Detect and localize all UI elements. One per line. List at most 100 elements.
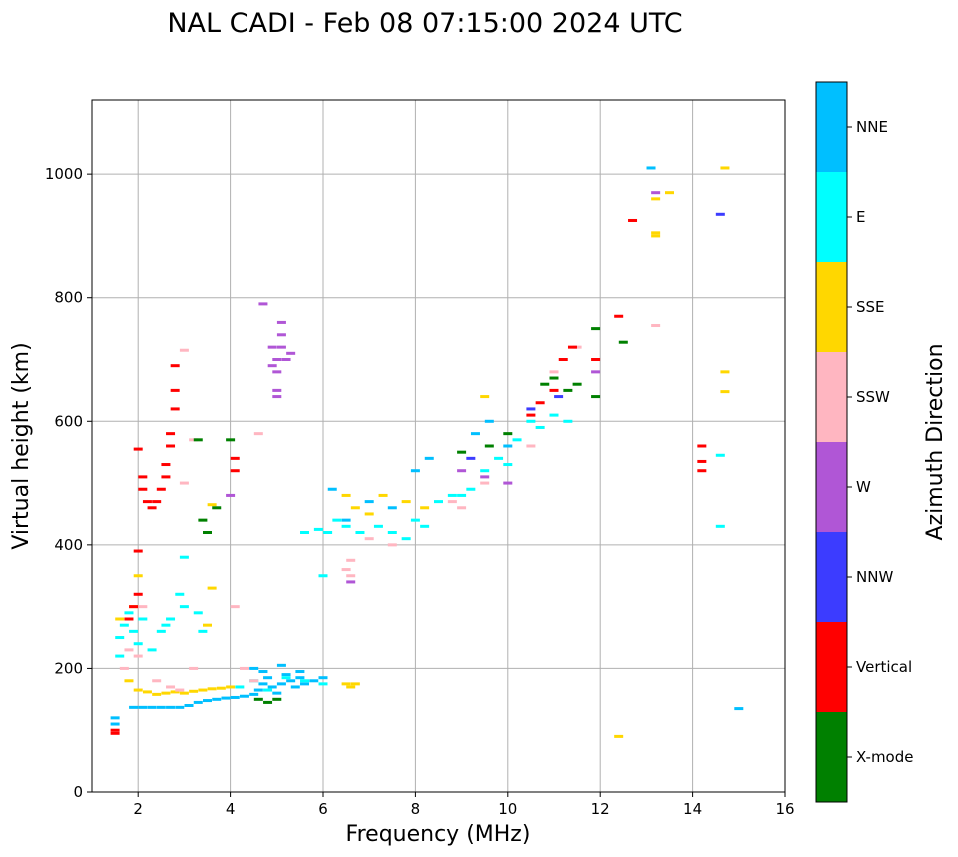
data-point [170, 407, 180, 411]
x-tick-label: 10 [498, 800, 517, 818]
data-point [226, 493, 236, 497]
data-point [267, 345, 277, 349]
data-point [355, 531, 365, 534]
data-point [480, 475, 490, 479]
y-axis-label: Virtual height (km) [9, 342, 34, 549]
data-point [480, 395, 490, 399]
data-point [567, 345, 577, 349]
colorbar-tick-label: NNW [856, 568, 893, 586]
data-point [447, 500, 457, 504]
data-point [207, 687, 217, 691]
colorbar-swatch-sse [816, 262, 847, 352]
data-point [152, 692, 162, 696]
data-point [110, 722, 120, 726]
data-point [281, 673, 291, 677]
data-point [720, 370, 730, 374]
data-point [263, 676, 273, 680]
x-tick-label: 2 [133, 800, 143, 818]
data-point [133, 642, 143, 646]
data-point [526, 444, 536, 448]
data-point [346, 580, 356, 584]
data-point [193, 611, 203, 615]
data-point [170, 690, 180, 694]
data-point [697, 444, 707, 448]
series-nnw [466, 212, 725, 460]
colorbar-tick-label: SSE [856, 298, 885, 316]
data-point [203, 531, 212, 534]
data-point [152, 679, 162, 683]
data-point [142, 500, 152, 504]
data-point [313, 527, 323, 531]
series-ssw [119, 324, 661, 692]
data-point [276, 333, 286, 337]
data-point [628, 218, 638, 222]
x-tick-label: 14 [683, 800, 702, 818]
series-sse [115, 166, 730, 738]
data-point [535, 425, 545, 429]
data-point [401, 500, 411, 504]
data-point [318, 682, 328, 686]
data-point [166, 705, 176, 709]
x-tick-label: 4 [226, 800, 236, 818]
data-point [115, 636, 125, 640]
data-point [503, 463, 513, 467]
data-point [253, 697, 263, 701]
data-point [734, 707, 744, 711]
data-point [424, 456, 434, 460]
data-point [119, 666, 129, 670]
data-point [327, 487, 337, 491]
data-point [272, 691, 282, 695]
data-point [309, 679, 319, 683]
data-point [133, 549, 143, 553]
data-point [267, 364, 277, 368]
data-point [484, 444, 494, 448]
data-point [276, 663, 286, 667]
data-point [434, 500, 443, 504]
colorbar-tick-label: X-mode [856, 748, 913, 766]
data-point [156, 705, 166, 709]
data-point [272, 697, 282, 701]
colorbar: X-mode Vertical NNW W SSW SSE E NNE [815, 81, 913, 803]
data-point [276, 682, 286, 686]
data-point [249, 692, 259, 696]
data-point [350, 506, 360, 510]
data-points [110, 166, 744, 738]
data-point [373, 524, 383, 528]
data-point [350, 682, 360, 686]
series-x-mode [193, 327, 628, 704]
data-point [184, 704, 194, 707]
data-point [591, 358, 601, 361]
plot-area [92, 100, 785, 792]
data-point [540, 382, 550, 386]
data-point [124, 648, 134, 652]
colorbar-swatch-nnw [816, 532, 847, 622]
data-point [318, 574, 328, 578]
data-point [651, 197, 661, 201]
data-point [290, 685, 300, 689]
data-point [124, 679, 134, 683]
data-point [272, 388, 282, 392]
data-point [138, 705, 148, 709]
data-point [364, 512, 374, 516]
data-point [230, 695, 240, 699]
data-point [300, 679, 310, 683]
data-point [401, 537, 411, 541]
data-point [651, 191, 661, 195]
data-point [720, 390, 730, 394]
data-point [156, 487, 166, 491]
data-point [263, 700, 273, 704]
colorbar-tick-label: Vertical [856, 658, 912, 676]
data-point [300, 682, 310, 686]
data-point [272, 370, 282, 374]
data-point [179, 555, 189, 559]
data-point [189, 666, 199, 670]
data-point [549, 376, 559, 380]
data-point [715, 212, 725, 216]
data-point [341, 518, 351, 522]
data-point [193, 700, 203, 704]
data-point [258, 670, 268, 674]
colorbar-frame [815, 81, 848, 803]
data-point [203, 699, 212, 703]
data-point [142, 690, 152, 694]
